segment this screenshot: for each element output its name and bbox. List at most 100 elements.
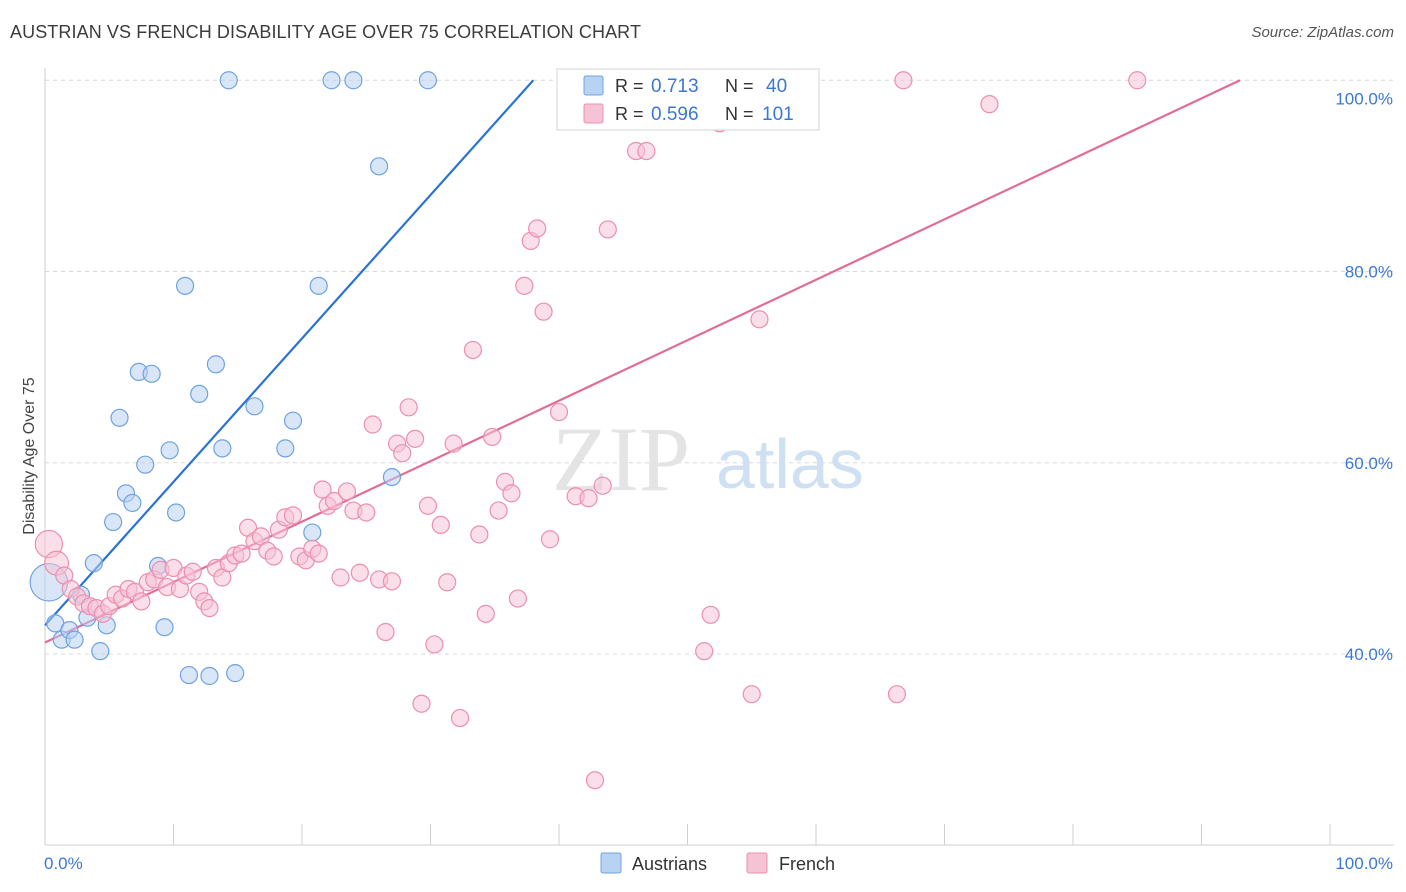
point-french: [382, 572, 402, 591]
point-french: [894, 71, 913, 90]
legend-r-label-french: R =: [615, 104, 644, 124]
point-austrians: [65, 630, 84, 649]
legend-n-value-austrians: 40: [766, 76, 787, 97]
point-french: [431, 515, 450, 535]
point-austrians: [418, 71, 438, 90]
legend-box: R = 0.713 N = 40 R = 0.596 N = 101: [556, 68, 820, 131]
legend-r-value-french: 0.596: [651, 104, 699, 125]
point-french: [405, 429, 425, 448]
bottom-legend-swatch-french: [746, 852, 768, 874]
point-french: [585, 771, 605, 790]
point-austrians: [219, 71, 238, 90]
point-french: [264, 547, 283, 566]
point-austrians: [104, 512, 123, 532]
point-french: [549, 402, 569, 422]
legend-r-value-austrians: 0.713: [651, 76, 699, 97]
point-austrians: [123, 493, 142, 513]
bottom-legend-label-french: French: [779, 854, 835, 874]
point-austrians: [309, 276, 328, 295]
point-french: [701, 605, 720, 624]
point-austrians: [226, 664, 245, 683]
point-french: [515, 276, 534, 295]
point-french: [363, 415, 382, 434]
point-french: [200, 598, 219, 618]
point-austrians: [200, 666, 219, 686]
point-austrians: [155, 618, 174, 637]
point-austrians: [190, 384, 209, 403]
point-french: [598, 220, 617, 239]
point-french: [750, 310, 769, 329]
point-french: [393, 444, 412, 463]
legend-n-label-austrians: N =: [725, 76, 754, 96]
legend-swatch-austrians: [583, 75, 604, 96]
y-tick-label: 80.0%: [1345, 263, 1393, 282]
point-french: [470, 525, 489, 544]
point-austrians: [136, 455, 155, 474]
point-austrians: [245, 397, 264, 416]
point-french: [579, 489, 598, 508]
axes-layer: 40.0% 60.0% 80.0% 100.0%: [44, 68, 1394, 846]
point-french: [695, 642, 714, 661]
point-austrians: [110, 408, 129, 427]
point-french: [325, 491, 344, 511]
point-french: [331, 568, 350, 587]
point-french: [399, 398, 418, 417]
point-french: [132, 592, 151, 611]
source-label: Source: ZipAtlas.com: [1251, 24, 1394, 41]
point-french: [309, 544, 328, 563]
point-french: [593, 476, 612, 495]
point-austrians: [206, 355, 226, 374]
point-austrians: [175, 276, 195, 295]
point-austrians: [276, 439, 295, 458]
legend-r-label-austrians: R =: [615, 76, 644, 96]
grid-layer: [45, 79, 1394, 655]
legend-n-label-french: N =: [725, 104, 754, 124]
bottom-legend: Austrians French: [600, 852, 835, 874]
point-french: [337, 482, 357, 501]
point-french: [425, 635, 444, 654]
trendline-austrians: [44, 79, 535, 627]
watermark-atlas: atlas: [716, 425, 864, 503]
point-french: [742, 685, 761, 704]
point-austrians: [84, 554, 103, 573]
point-austrians: [303, 523, 322, 542]
point-french: [534, 302, 553, 321]
legend-swatch-french: [583, 103, 604, 124]
point-french: [444, 434, 463, 453]
point-french: [450, 708, 470, 728]
point-french: [463, 340, 483, 360]
point-austrians: [179, 665, 199, 685]
y-axis-title: Disability Age Over 75: [21, 377, 38, 535]
point-french: [283, 506, 303, 525]
point-french: [887, 685, 907, 704]
point-french: [438, 573, 457, 592]
point-french: [418, 496, 438, 515]
point-french: [483, 427, 502, 447]
point-french: [489, 501, 508, 520]
x-tick-label-min: 0.0%: [44, 854, 83, 873]
point-austrians: [382, 467, 402, 487]
point-french: [528, 219, 547, 238]
point-french: [357, 503, 376, 522]
point-french: [502, 484, 521, 503]
point-austrians: [166, 503, 186, 522]
point-austrians: [283, 411, 303, 430]
point-french: [313, 480, 332, 499]
x-tick-label-max: 100.0%: [1335, 854, 1393, 873]
point-french: [476, 604, 495, 623]
point-austrians: [370, 157, 389, 176]
bottom-legend-label-austrians: Austrians: [632, 854, 707, 874]
y-tick-label: 40.0%: [1345, 645, 1393, 664]
point-french: [540, 530, 560, 549]
y-tick-label: 100.0%: [1335, 89, 1393, 108]
point-austrians: [91, 642, 110, 661]
point-austrians: [160, 441, 179, 460]
point-austrians: [344, 71, 363, 90]
y-tick-label: 60.0%: [1345, 454, 1393, 473]
point-french: [637, 141, 656, 161]
point-french: [412, 694, 431, 713]
point-french: [350, 563, 369, 582]
bottom-legend-swatch-austrians: [600, 852, 622, 874]
point-french: [508, 589, 527, 608]
